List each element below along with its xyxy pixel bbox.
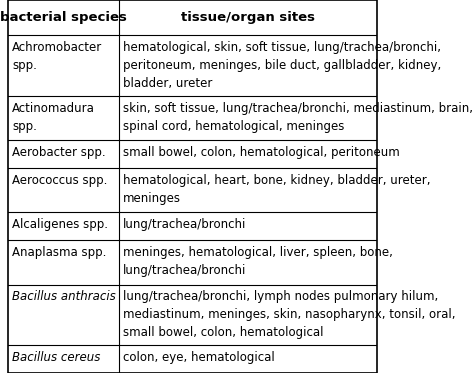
Text: tissue/organ sites: tissue/organ sites — [181, 11, 315, 24]
Text: bacterial species: bacterial species — [0, 11, 127, 24]
Text: Alcaligenes spp.: Alcaligenes spp. — [12, 218, 108, 231]
Text: Aerobacter spp.: Aerobacter spp. — [12, 146, 106, 159]
Text: lung/trachea/bronchi, lymph nodes pulmonary hilum,
mediastinum, meninges, skin, : lung/trachea/bronchi, lymph nodes pulmon… — [123, 291, 455, 339]
Text: Achromobacter
spp.: Achromobacter spp. — [12, 41, 102, 72]
Text: Bacillus anthracis: Bacillus anthracis — [12, 291, 116, 304]
Text: hematological, skin, soft tissue, lung/trachea/bronchi,
peritoneum, meninges, bi: hematological, skin, soft tissue, lung/t… — [123, 41, 441, 90]
Text: Actinomadura
spp.: Actinomadura spp. — [12, 102, 95, 133]
Text: Bacillus cereus: Bacillus cereus — [12, 351, 100, 364]
Text: Aerococcus spp.: Aerococcus spp. — [12, 174, 108, 187]
Text: hematological, heart, bone, kidney, bladder, ureter,
meninges: hematological, heart, bone, kidney, blad… — [123, 174, 430, 205]
Text: meninges, hematological, liver, spleen, bone,
lung/trachea/bronchi: meninges, hematological, liver, spleen, … — [123, 246, 392, 277]
Text: Anaplasma spp.: Anaplasma spp. — [12, 246, 106, 259]
Text: lung/trachea/bronchi: lung/trachea/bronchi — [123, 218, 246, 231]
Text: skin, soft tissue, lung/trachea/bronchi, mediastinum, brain,
spinal cord, hemato: skin, soft tissue, lung/trachea/bronchi,… — [123, 102, 473, 133]
Text: small bowel, colon, hematological, peritoneum: small bowel, colon, hematological, perit… — [123, 146, 400, 159]
Text: colon, eye, hematological: colon, eye, hematological — [123, 351, 274, 364]
